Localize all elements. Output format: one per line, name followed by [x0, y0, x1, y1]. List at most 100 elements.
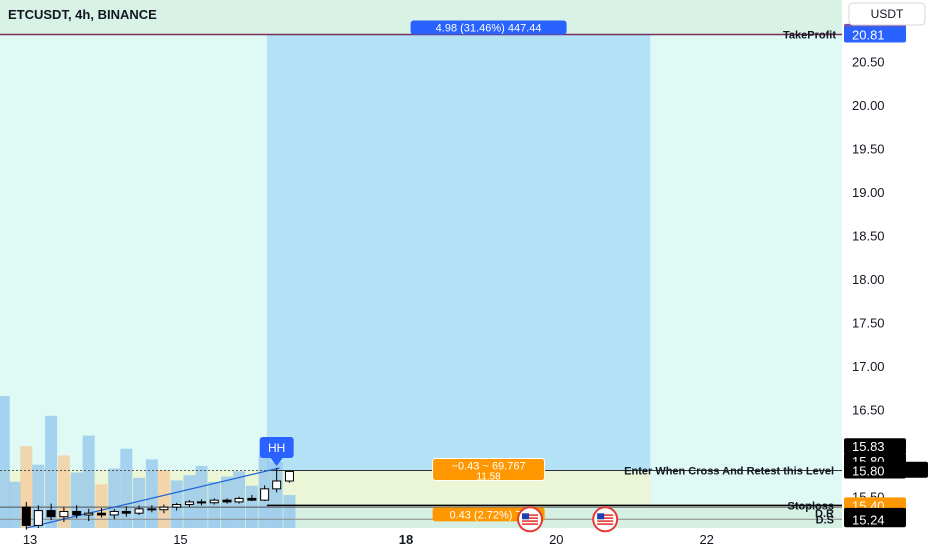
price-tag-level-1-box	[844, 462, 906, 479]
level-lines	[0, 33, 842, 529]
trend-line	[26, 467, 280, 529]
price-tag-extra-1-box	[844, 438, 906, 455]
us-flag-icon-stripe	[597, 517, 614, 519]
profit-label-text: 4.98 (31.46%) 447.44	[436, 23, 542, 35]
us-flag-icon-stripe	[597, 514, 614, 516]
time-axis: 13 15 18 20 22	[23, 532, 714, 547]
volume-bar-13	[157, 469, 170, 528]
us-flag-icon-canton	[597, 513, 605, 520]
candle-body-21	[284, 470, 294, 482]
price-tick-label: 18.50	[852, 229, 885, 244]
volume-bar-7	[82, 435, 95, 528]
entry-label-box	[432, 458, 546, 482]
risk-label-box	[432, 507, 545, 522]
profit-label-box	[410, 20, 567, 35]
price-tag-level-0-box	[844, 26, 906, 43]
candle-body-14	[196, 501, 206, 504]
price-tick-label: 17.00	[852, 359, 885, 374]
volume-bar-4	[45, 415, 58, 528]
us-flag-icon-stripe	[522, 517, 539, 519]
volume-bar-11	[133, 477, 146, 528]
price-tag-level-0-text: 20.81	[852, 28, 885, 43]
candle-body-19	[260, 488, 270, 501]
time-axis-background	[0, 528, 842, 550]
candle-body-6	[96, 512, 106, 516]
volume-bar-23	[283, 495, 296, 528]
takeprofit-label: TakeProfit	[783, 30, 836, 42]
candle-body-7	[109, 510, 119, 516]
price-tick-label: 16.50	[852, 403, 885, 418]
candles	[21, 467, 294, 530]
risk-label-text: 0.43 (2.72%) 70	[449, 509, 527, 521]
time-tick-label: 18	[399, 532, 413, 547]
volume-bar-5	[57, 455, 70, 528]
overlays: HH 4.98 (31.46%) 447.44 −0.43 ~ 69.76711.5…	[259, 20, 836, 533]
time-tick-label: 15	[173, 532, 187, 547]
candle-body-13	[184, 501, 194, 506]
hh-label-box	[259, 436, 294, 458]
candle-body-2	[46, 510, 56, 518]
candle-body-9	[134, 508, 144, 514]
us-flag-icon-stripe	[522, 520, 539, 522]
currency-button[interactable]: USDT	[848, 2, 926, 26]
price-tag-level-4-text: 15.24	[852, 512, 885, 527]
us-flag-icon-stripe	[597, 520, 614, 522]
volume-bar-22	[270, 462, 283, 528]
us-flag-icon-stripe	[597, 523, 614, 525]
candle-body-11	[159, 506, 169, 511]
hh-label-text: HH	[268, 441, 285, 455]
candle-body-17	[234, 497, 244, 503]
candle-body-3	[59, 510, 69, 518]
price-tick-label: 19.00	[852, 185, 885, 200]
price-tick-label: 18.00	[852, 272, 885, 287]
candle-body-12	[172, 504, 182, 508]
chart-title: ETCUSDT, 4h, BINANCE	[8, 7, 157, 22]
us-flag-icon-ring	[517, 506, 544, 533]
price-tick-label: 20.50	[852, 55, 885, 70]
entry-label-line1: −0.43 ~ 69.767	[452, 461, 526, 473]
us-flag-icon-canton	[522, 513, 530, 520]
candle-body-0	[21, 506, 31, 526]
hh-label-pointer	[270, 457, 283, 466]
profit-zone-box	[266, 34, 651, 471]
price-tick-label: 19.50	[852, 142, 885, 157]
volume-bar-17	[208, 481, 221, 528]
price-tags: 20.8315.8315.8002:20:0920.8115.8015.4015…	[844, 23, 928, 528]
price-tick-label: 20.00	[852, 98, 885, 113]
dr-label: D.R	[815, 508, 834, 520]
us-flag-icon-stripe	[522, 523, 539, 525]
candle-body-1	[33, 510, 43, 526]
volume-bar-12	[145, 459, 158, 528]
volume-bar-0	[0, 396, 10, 528]
us-flag-event-1-icon[interactable]	[517, 506, 544, 533]
ds-label: D.S	[816, 514, 834, 526]
time-tick-label: 22	[699, 532, 713, 547]
candle-body-5	[84, 512, 94, 516]
candle-body-20	[272, 480, 282, 490]
volume-bar-16	[195, 465, 208, 528]
price-tick-label: 17.50	[852, 316, 885, 331]
candle-body-8	[121, 510, 131, 514]
time-tick-label: 13	[23, 532, 37, 547]
us-flag-icon-ring	[592, 506, 619, 533]
price-tag-extra-1-text: 15.83	[852, 439, 885, 454]
candle-body-4	[72, 510, 82, 516]
candle-body-15	[209, 499, 219, 504]
us-flag-icon-stripe	[522, 514, 539, 516]
price-tag-level-1-text: 15.80	[852, 464, 885, 479]
stoploss-label: Stoploss	[788, 500, 834, 512]
us-flag-event-2-icon[interactable]	[592, 506, 619, 533]
volume-bar-1	[9, 481, 22, 528]
candle-body-16	[222, 499, 232, 503]
entry-level-label: Enter When Cross And Retest this Level	[624, 466, 834, 478]
price-tag-level-4-box	[844, 511, 906, 528]
volume-bar-8	[95, 484, 108, 528]
time-tick-label: 20	[549, 532, 563, 547]
candle-body-10	[147, 508, 157, 511]
volume-bar-10	[120, 448, 133, 528]
currency-button-label: USDT	[871, 7, 904, 21]
entry-label-line2: 11.58	[476, 472, 501, 483]
candle-body-18	[247, 497, 257, 501]
